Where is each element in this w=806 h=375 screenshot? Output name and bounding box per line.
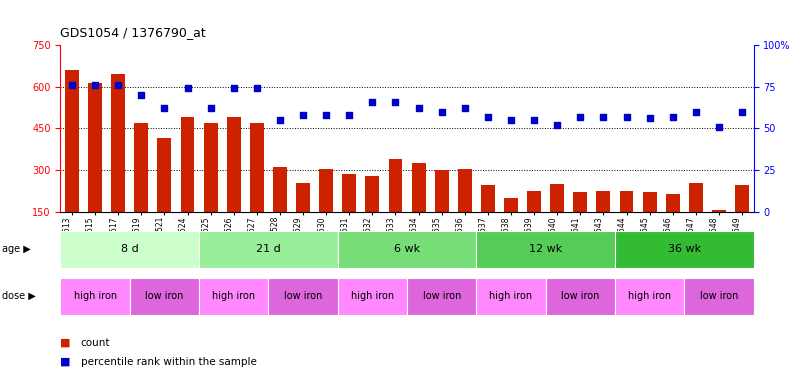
- Bar: [319, 169, 333, 254]
- Bar: [458, 169, 472, 254]
- Bar: [615, 278, 684, 315]
- Point: [459, 105, 472, 111]
- Bar: [365, 176, 380, 254]
- Bar: [642, 192, 657, 254]
- Text: high iron: high iron: [212, 291, 256, 301]
- Point: [227, 86, 240, 92]
- Text: high iron: high iron: [628, 291, 671, 301]
- Text: 8 d: 8 d: [121, 244, 139, 254]
- Point: [204, 105, 217, 111]
- Text: low iron: low iron: [422, 291, 461, 301]
- Point: [135, 92, 147, 98]
- Bar: [689, 183, 703, 254]
- Point: [320, 112, 333, 118]
- Point: [481, 114, 494, 120]
- Bar: [226, 117, 241, 254]
- Text: ■: ■: [60, 357, 71, 367]
- Point: [505, 117, 517, 123]
- Bar: [204, 123, 218, 254]
- Point: [736, 109, 749, 115]
- Bar: [268, 278, 338, 315]
- Point: [343, 112, 355, 118]
- Text: high iron: high iron: [489, 291, 533, 301]
- Point: [689, 109, 702, 115]
- Point: [620, 114, 633, 120]
- Bar: [735, 186, 749, 254]
- Point: [435, 109, 448, 115]
- Point: [597, 114, 610, 120]
- Bar: [60, 278, 130, 315]
- Bar: [338, 278, 407, 315]
- Text: 21 d: 21 d: [256, 244, 280, 254]
- Text: low iron: low iron: [700, 291, 738, 301]
- Point: [389, 99, 402, 105]
- Point: [251, 86, 264, 92]
- Bar: [481, 186, 495, 254]
- Bar: [130, 278, 199, 315]
- Bar: [407, 278, 476, 315]
- Bar: [527, 191, 541, 254]
- Bar: [666, 194, 679, 254]
- Point: [528, 117, 541, 123]
- Text: high iron: high iron: [351, 291, 394, 301]
- Bar: [135, 123, 148, 254]
- Point: [667, 114, 679, 120]
- Point: [89, 82, 102, 88]
- Point: [550, 122, 563, 128]
- Bar: [250, 123, 264, 254]
- Bar: [550, 184, 564, 254]
- Bar: [684, 278, 754, 315]
- Point: [713, 124, 725, 130]
- Bar: [199, 278, 268, 315]
- Bar: [615, 231, 754, 268]
- Bar: [157, 138, 172, 254]
- Bar: [181, 117, 194, 254]
- Bar: [434, 170, 449, 254]
- Bar: [596, 191, 610, 254]
- Text: dose ▶: dose ▶: [2, 291, 35, 301]
- Bar: [338, 231, 476, 268]
- Bar: [273, 167, 287, 254]
- Text: 6 wk: 6 wk: [394, 244, 420, 254]
- Text: 36 wk: 36 wk: [667, 244, 701, 254]
- Point: [273, 117, 286, 123]
- Point: [574, 114, 587, 120]
- Bar: [412, 163, 426, 254]
- Bar: [199, 231, 338, 268]
- Bar: [388, 159, 402, 254]
- Bar: [476, 231, 615, 268]
- Text: low iron: low iron: [284, 291, 322, 301]
- Bar: [504, 198, 518, 254]
- Bar: [88, 82, 102, 254]
- Point: [297, 112, 310, 118]
- Bar: [65, 70, 79, 254]
- Bar: [60, 231, 199, 268]
- Bar: [712, 210, 726, 254]
- Point: [643, 116, 656, 122]
- Bar: [111, 74, 125, 254]
- Text: low iron: low iron: [561, 291, 600, 301]
- Bar: [546, 278, 615, 315]
- Text: high iron: high iron: [73, 291, 117, 301]
- Text: 12 wk: 12 wk: [529, 244, 563, 254]
- Point: [112, 82, 125, 88]
- Point: [366, 99, 379, 105]
- Text: GDS1054 / 1376790_at: GDS1054 / 1376790_at: [60, 26, 206, 39]
- Bar: [296, 183, 310, 254]
- Bar: [343, 174, 356, 254]
- Text: low iron: low iron: [145, 291, 184, 301]
- Point: [412, 105, 425, 111]
- Text: percentile rank within the sample: percentile rank within the sample: [81, 357, 256, 367]
- Text: age ▶: age ▶: [2, 244, 31, 254]
- Bar: [476, 278, 546, 315]
- Bar: [620, 191, 634, 254]
- Text: ■: ■: [60, 338, 71, 348]
- Point: [181, 86, 194, 92]
- Text: count: count: [81, 338, 110, 348]
- Point: [158, 105, 171, 111]
- Point: [65, 82, 78, 88]
- Bar: [573, 192, 588, 254]
